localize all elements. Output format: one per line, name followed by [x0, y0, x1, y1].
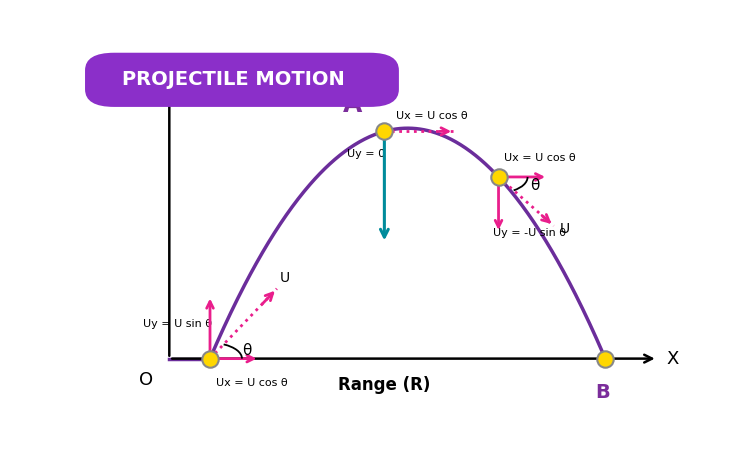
Text: U: U: [560, 222, 570, 237]
Text: Range (R): Range (R): [338, 375, 430, 394]
Text: B: B: [595, 383, 610, 402]
Text: O: O: [139, 370, 153, 389]
Point: [599, 355, 611, 362]
Text: PROJECTILE MOTION: PROJECTILE MOTION: [122, 70, 344, 89]
Text: Uy = -U sin θ: Uy = -U sin θ: [493, 227, 566, 237]
FancyBboxPatch shape: [85, 53, 399, 107]
Text: Ux = U cos θ: Ux = U cos θ: [504, 153, 576, 163]
Text: θ: θ: [242, 343, 251, 358]
Text: A: A: [343, 94, 362, 118]
Text: θ: θ: [530, 178, 540, 193]
Text: U: U: [280, 271, 290, 285]
Text: Ux = U cos θ: Ux = U cos θ: [216, 378, 287, 388]
Text: Ux = U cos θ: Ux = U cos θ: [396, 111, 468, 121]
Point: [493, 173, 505, 181]
Text: Y: Y: [164, 54, 175, 72]
Point: [204, 355, 216, 362]
Text: Uy = U sin θ: Uy = U sin θ: [143, 319, 212, 329]
Point: [378, 128, 390, 135]
Text: X: X: [666, 350, 679, 368]
Text: Uy = 0: Uy = 0: [346, 149, 385, 159]
